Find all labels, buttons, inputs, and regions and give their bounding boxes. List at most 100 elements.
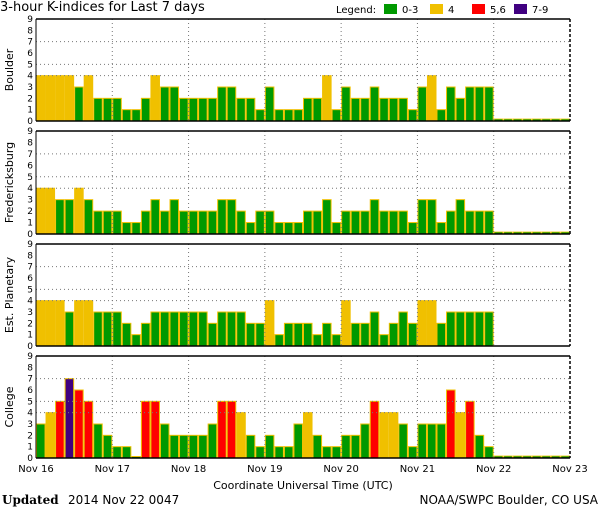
y-tick-label: 1: [27, 106, 33, 116]
bar: [350, 97, 361, 122]
bar: [369, 199, 380, 235]
bar: [45, 187, 56, 235]
bar: [341, 300, 351, 347]
bar: [417, 423, 427, 459]
bar: [112, 446, 122, 459]
bar: [150, 199, 160, 235]
bar: [255, 210, 265, 235]
bar: [446, 311, 456, 347]
bar: [83, 75, 94, 122]
bar: [121, 109, 132, 122]
bar: [45, 75, 56, 122]
bar: [398, 423, 408, 459]
bar: [484, 311, 494, 347]
y-tick-label: 3: [27, 196, 33, 206]
bar: [131, 222, 141, 235]
chart-title: 3-hour K-indices for Last 7 days: [0, 0, 205, 15]
bar: [121, 322, 132, 347]
bar: [474, 86, 485, 122]
y-tick-label: 6: [27, 49, 33, 59]
y-tick-label: 0: [27, 342, 33, 352]
bar: [388, 412, 399, 459]
bar: [140, 322, 151, 347]
y-tick-label: 5: [27, 60, 33, 70]
bar: [198, 311, 208, 347]
bar: [322, 446, 332, 459]
bar: [74, 187, 84, 235]
bar: [303, 97, 313, 122]
bar: [303, 322, 313, 347]
bar: [64, 199, 75, 235]
bar: [341, 86, 351, 122]
source-credit: NOAA/SWPC Boulder, CO USA: [420, 493, 599, 507]
bar: [140, 97, 151, 122]
bar: [350, 434, 361, 459]
bar: [150, 311, 160, 347]
bar: [417, 300, 427, 347]
bar: [274, 334, 284, 347]
bar: [331, 222, 342, 235]
bar: [217, 86, 227, 122]
legend-entry-label: 0-3: [402, 5, 418, 16]
bar: [369, 86, 380, 122]
bar: [159, 423, 170, 459]
legend-swatch-2: [472, 4, 485, 14]
panel-label: Boulder: [3, 48, 16, 91]
bar: [274, 446, 284, 459]
bar: [331, 446, 342, 459]
bar: [207, 97, 218, 122]
y-tick-label: 1: [27, 331, 33, 341]
panel-college: 01 234 567 89 College: [3, 352, 571, 464]
x-tick-label: Nov 21: [400, 464, 435, 475]
y-tick-label: 2: [27, 207, 33, 217]
bar: [121, 446, 132, 459]
y-tick-label: 4: [27, 184, 33, 194]
bar: [74, 86, 84, 122]
bar: [83, 300, 94, 347]
bar: [293, 222, 304, 235]
legend-entry-label: 7-9: [532, 5, 548, 16]
bar: [360, 210, 370, 235]
bar: [474, 434, 485, 459]
bar: [93, 423, 103, 459]
bar: [303, 210, 313, 235]
bar: [207, 210, 218, 235]
bar: [226, 400, 237, 459]
bar: [255, 109, 265, 122]
bar: [474, 210, 485, 235]
y-tick-label: 7: [27, 375, 33, 385]
bar: [245, 97, 256, 122]
bar: [303, 412, 313, 459]
bar: [198, 210, 208, 235]
bar: [455, 412, 466, 459]
y-tick-label: 6: [27, 274, 33, 284]
bar: [379, 412, 389, 459]
panel-label: Est. Planetary: [3, 256, 16, 333]
y-tick-label: 4: [27, 409, 33, 419]
bar: [159, 210, 170, 235]
y-tick-label: 3: [27, 83, 33, 93]
bar: [55, 75, 65, 122]
bar: [312, 334, 323, 347]
bar: [36, 75, 46, 122]
bar: [93, 210, 103, 235]
panel-fredericksburg: 01 23 45 67 89 Fredericksburg: [3, 127, 571, 240]
y-tick-label: 9: [27, 15, 33, 25]
bar: [198, 434, 208, 459]
bar: [293, 423, 304, 459]
panel-label: Fredericksburg: [3, 142, 16, 223]
bar: [245, 434, 256, 459]
bar: [388, 97, 399, 122]
bar: [283, 109, 294, 122]
bar: [93, 311, 103, 347]
legend-entry-label: 4: [448, 5, 454, 16]
bar: [398, 311, 408, 347]
bar: [274, 222, 284, 235]
y-tick-label: 6: [27, 386, 33, 396]
bar: [236, 210, 246, 235]
y-tick-label: 8: [27, 251, 33, 261]
bar: [379, 334, 389, 347]
y-tick-label: 3: [27, 308, 33, 318]
legend-swatch-1: [430, 4, 443, 14]
bar: [484, 446, 494, 459]
